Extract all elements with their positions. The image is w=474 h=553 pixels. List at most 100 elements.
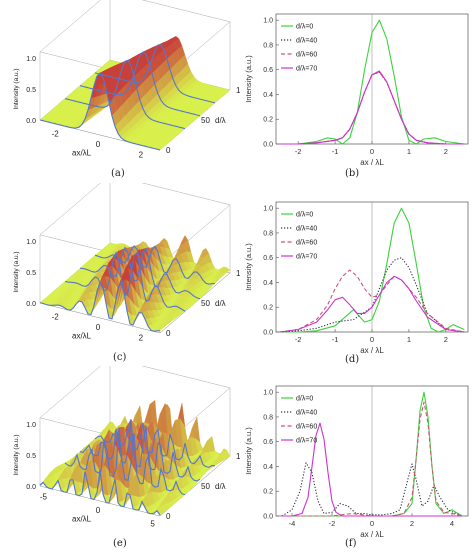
- x-tick-label: 0: [370, 147, 374, 156]
- x-axis-label: ax/λL: [72, 332, 92, 341]
- caption-a: (a): [111, 168, 125, 179]
- z-tick-label: 0.0: [26, 301, 36, 308]
- z-axis-label: Intensity (a.u.): [13, 434, 20, 475]
- z-tick-label: 0.5: [26, 87, 36, 94]
- ridge-line: [64, 59, 186, 130]
- line-chart-b: -2 -1 0 1 2 0.0 0.2 0.4 0.6 0.8 1.0 ax / λL Intensit…: [244, 13, 469, 167]
- x-tick-label: 1: [407, 147, 411, 156]
- x-axis-label: ax / λL: [360, 530, 384, 539]
- x-tick-label: -2: [295, 147, 302, 156]
- x-tick-label: 2: [444, 147, 448, 156]
- box-edge: [39, 302, 161, 334]
- legend-label: d/λ=40: [296, 410, 317, 417]
- y-tick-label: 0.2: [263, 305, 273, 312]
- series-line: [282, 401, 463, 517]
- y-tick-label: 0.8: [263, 230, 273, 237]
- x-tick-label: -2: [52, 129, 60, 138]
- d-tick-label: 50: [201, 299, 210, 308]
- x-tick-label: -1: [332, 335, 339, 344]
- y-axis-label: Intensity (a.u.): [244, 55, 253, 103]
- line-chart-f: -4 -2 0 2 4 0.0 0.2 0.4 0.6 0.8 1.0 ax / λL Intensit…: [244, 385, 469, 539]
- legend-label: d/λ=70: [296, 438, 317, 445]
- y-tick-label: 0.6: [263, 439, 273, 446]
- y-tick-label: 1.0: [263, 206, 273, 213]
- series-line: [279, 19, 465, 145]
- y-tick-label: 0.4: [263, 280, 273, 287]
- x-tick-label: 1: [407, 335, 411, 344]
- legend-label: d/λ=70: [296, 254, 317, 261]
- d-axis-label: d/λ: [215, 482, 226, 491]
- x-tick-label: 0: [96, 323, 101, 332]
- box-edge: [39, 485, 161, 517]
- series-line: [279, 207, 465, 333]
- ridge-line: [94, 245, 216, 285]
- box-edge: [39, 0, 101, 52]
- box-edge: [141, 0, 231, 23]
- x-tick-label: -2: [52, 312, 60, 321]
- y-tick-label: 0.2: [263, 117, 273, 124]
- y-tick-label: 0.8: [263, 42, 273, 49]
- series-line: [282, 422, 462, 517]
- legend-label: d/λ=0: [296, 24, 313, 31]
- line-chart-d: -2 -1 0 1 2 0.0 0.2 0.4 0.6 0.8 1.0 ax / λL Intensit…: [244, 201, 469, 355]
- x-axis-label: ax/λL: [72, 515, 92, 524]
- y-tick-label: 0.0: [263, 142, 273, 149]
- y-tick-label: 0.6: [263, 67, 273, 74]
- d-tick-label: 0: [166, 329, 171, 338]
- series-line: [279, 275, 465, 333]
- y-tick-label: 0.6: [263, 255, 273, 262]
- x-tick-label: 0: [370, 335, 374, 344]
- y-tick-label: 1.0: [263, 390, 273, 397]
- x-tick-label: -5: [40, 492, 48, 501]
- z-tick-label: 1.0: [26, 239, 36, 246]
- legend-label: d/λ=0: [296, 396, 313, 403]
- series-line: [279, 269, 465, 333]
- caption-e: (e): [113, 538, 127, 549]
- z-tick-label: 0.5: [26, 270, 36, 277]
- caption-f: (f): [345, 538, 357, 549]
- z-axis-label: Intensity (a.u.): [13, 251, 20, 292]
- y-axis-label: Intensity (a.u.): [244, 427, 253, 475]
- ridge-line: [79, 51, 201, 117]
- z-tick-label: 1.0: [26, 422, 36, 429]
- x-tick-label: -4: [289, 519, 296, 528]
- legend-label: d/λ=70: [296, 66, 317, 73]
- x-tick-label: 2: [139, 334, 144, 343]
- x-tick-label: 0: [96, 506, 101, 515]
- ridge-line: [94, 422, 216, 468]
- box-edge: [109, 174, 231, 206]
- z-axis-label: Intensity (a.u.): [13, 68, 20, 109]
- line-panel-b: -2 -1 0 1 2 0.0 0.2 0.4 0.6 0.8 1.0 ax / λL Intensit…: [238, 8, 474, 170]
- x-tick-label: -2: [295, 335, 302, 344]
- caption-b: (b): [345, 168, 360, 179]
- legend-label: d/λ=40: [296, 38, 317, 45]
- x-tick-label: -1: [332, 147, 339, 156]
- x-tick-label: 2: [444, 335, 448, 344]
- d-axis-label: d/λ: [215, 116, 226, 125]
- legend-label: d/λ=60: [296, 424, 317, 431]
- ridge-line: [64, 251, 186, 312]
- z-tick-label: 0.5: [26, 453, 36, 460]
- ridge-line: [94, 44, 216, 104]
- legend-label: d/λ=40: [296, 226, 317, 233]
- x-tick-label: 0: [96, 140, 101, 149]
- d-axis-label: d/λ: [215, 299, 226, 308]
- z-tick-label: 0.0: [26, 118, 36, 125]
- ridge-line: [79, 419, 201, 482]
- box-edge: [109, 357, 231, 389]
- x-tick-label: 5: [150, 520, 155, 529]
- d-tick-label: 0: [166, 146, 171, 155]
- x-axis-label: ax/λL: [72, 149, 92, 158]
- x-tick-label: -2: [329, 519, 336, 528]
- box-edge: [39, 357, 111, 418]
- x-tick-label: 0: [370, 519, 374, 528]
- ridge-line: [39, 72, 161, 151]
- ridge-line: [39, 469, 161, 516]
- line-panel-f: -4 -2 0 2 4 0.0 0.2 0.4 0.6 0.8 1.0 ax / λL Intensit…: [238, 380, 474, 542]
- z-tick-label: 1.0: [26, 56, 36, 63]
